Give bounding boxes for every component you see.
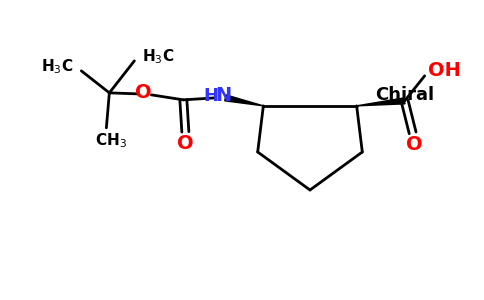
Text: H$_3$C: H$_3$C [142, 47, 175, 66]
Text: O: O [407, 135, 423, 154]
Text: O: O [177, 134, 194, 153]
Text: N: N [215, 86, 231, 105]
Text: Chiral: Chiral [376, 86, 435, 104]
Text: H$_3$C: H$_3$C [41, 58, 74, 76]
Text: H: H [204, 87, 219, 105]
Text: OH: OH [428, 61, 461, 80]
Polygon shape [225, 95, 263, 106]
Text: O: O [135, 83, 151, 102]
Text: CH$_3$: CH$_3$ [95, 131, 127, 150]
Polygon shape [357, 98, 405, 106]
